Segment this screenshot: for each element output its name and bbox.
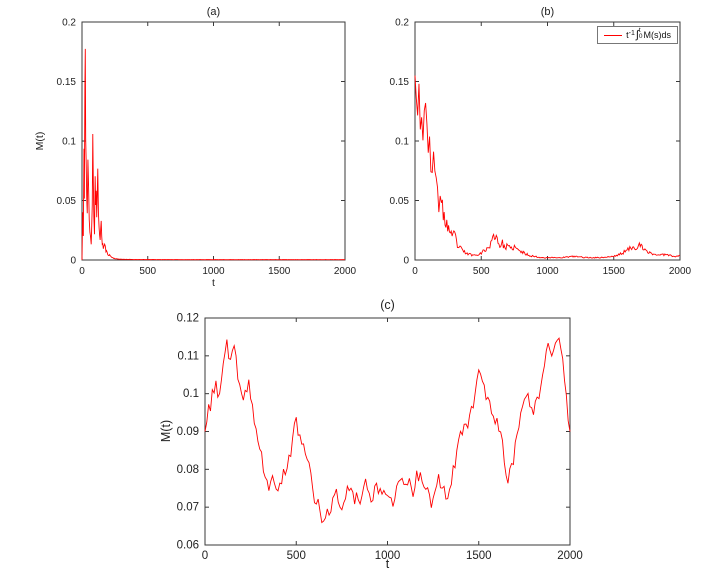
chart-a-xlabel: t xyxy=(212,277,215,289)
svg-text:2000: 2000 xyxy=(334,266,357,277)
svg-text:1000: 1000 xyxy=(202,266,225,277)
chart-c-xlabel: t xyxy=(385,557,390,571)
chart-b-title: (b) xyxy=(540,6,555,18)
svg-text:1500: 1500 xyxy=(603,266,626,277)
svg-text:0.15: 0.15 xyxy=(57,77,77,88)
svg-text:0: 0 xyxy=(403,256,409,267)
svg-text:0.06: 0.06 xyxy=(177,540,199,552)
integral-lower-limit: 0 xyxy=(638,33,643,40)
svg-text:1000: 1000 xyxy=(536,266,559,277)
chart-a-plot-area: 0 500 1000 1500 2000 0 0.05 0.1 0.15 0.2 xyxy=(57,18,357,278)
svg-text:500: 500 xyxy=(473,266,490,277)
legend-label: t -1 ∫ t 0 M(s)ds xyxy=(626,27,672,41)
svg-text:1000: 1000 xyxy=(375,550,401,562)
svg-text:1500: 1500 xyxy=(268,266,291,277)
svg-text:0.08: 0.08 xyxy=(177,464,199,476)
svg-text:0.15: 0.15 xyxy=(390,77,410,88)
chart-c: (c) M(t) t 0 500 1000 1500 2000 0.06 0.07 0.08 0… xyxy=(0,295,721,573)
legend-integrand: M(s)ds xyxy=(643,30,672,40)
legend-line-sample xyxy=(604,34,623,36)
svg-text:1500: 1500 xyxy=(466,550,492,562)
chart-a-title: (a) xyxy=(206,6,221,18)
integral-upper-limit: t xyxy=(638,27,641,34)
svg-text:0.2: 0.2 xyxy=(395,18,409,29)
svg-text:0: 0 xyxy=(70,256,76,267)
svg-text:0.05: 0.05 xyxy=(57,196,77,207)
legend-box: t -1 ∫ t 0 M(s)ds xyxy=(597,26,678,44)
svg-text:0: 0 xyxy=(202,550,208,562)
svg-text:2000: 2000 xyxy=(669,266,692,277)
svg-text:0.07: 0.07 xyxy=(177,502,199,514)
chart-c-title: (c) xyxy=(380,298,395,312)
chart-b-plot-area: 0 500 1000 1500 2000 0 0.05 0.1 0.15 0.2 xyxy=(390,18,692,278)
legend-t: t xyxy=(626,30,629,40)
svg-text:0.05: 0.05 xyxy=(390,196,410,207)
chart-a: (a) M(t) t 0 500 1000 1500 2000 0 0.05 0.1 0.15 0… xyxy=(0,0,360,300)
svg-text:2000: 2000 xyxy=(557,550,583,562)
integral-icon: ∫ xyxy=(635,29,639,41)
svg-text:0: 0 xyxy=(79,266,85,277)
svg-text:500: 500 xyxy=(287,550,306,562)
svg-text:0.1: 0.1 xyxy=(395,137,409,148)
chart-b: (b) 0 500 1000 1500 2000 0 0.05 0.1 0.15 0.2 t -1 ∫… xyxy=(361,0,721,300)
svg-text:0.1: 0.1 xyxy=(62,137,76,148)
svg-text:0.12: 0.12 xyxy=(177,313,199,325)
svg-text:0.2: 0.2 xyxy=(62,18,76,29)
svg-text:0.1: 0.1 xyxy=(183,388,199,400)
svg-text:0: 0 xyxy=(412,266,418,277)
legend-exponent: -1 xyxy=(628,29,635,37)
svg-text:500: 500 xyxy=(139,266,156,277)
svg-text:0.11: 0.11 xyxy=(177,350,199,362)
svg-text:0.09: 0.09 xyxy=(177,426,199,438)
chart-c-plot-area: 0 500 1000 1500 2000 0.06 0.07 0.08 0.09 0.1 0.11 0… xyxy=(177,313,583,563)
